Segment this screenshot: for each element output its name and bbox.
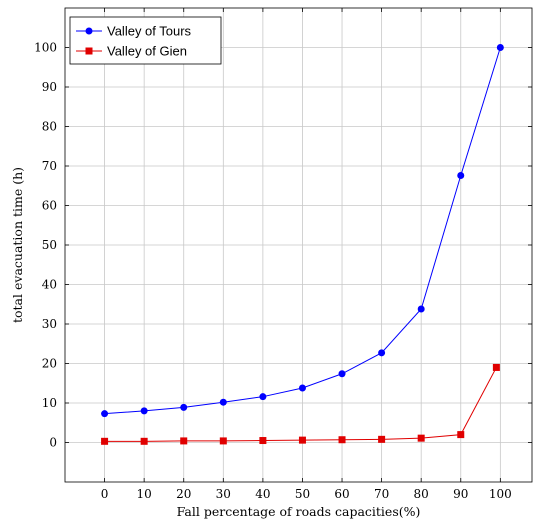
y-axis-title: total evacuation time (h) <box>10 167 25 323</box>
data-point <box>298 384 306 392</box>
y-tick-label: 20 <box>42 357 57 371</box>
x-tick-label: 70 <box>374 487 389 501</box>
legend-marker <box>85 27 93 35</box>
data-point <box>417 434 425 442</box>
data-point <box>457 431 465 439</box>
legend-marker <box>85 47 93 55</box>
series-valley-of-gien <box>101 363 500 445</box>
series <box>101 44 504 445</box>
y-tick-label: 40 <box>42 278 57 292</box>
x-tick-label: 40 <box>255 487 270 501</box>
data-point <box>101 410 109 418</box>
data-point <box>417 305 425 313</box>
data-point <box>101 437 109 445</box>
data-point <box>259 437 267 445</box>
x-tick-label: 10 <box>137 487 152 501</box>
y-tick-label: 50 <box>42 238 57 252</box>
y-tick-label: 60 <box>42 199 57 213</box>
y-tick-label: 10 <box>42 396 57 410</box>
grid <box>65 8 532 482</box>
legend-label: Valley of Tours <box>107 24 192 39</box>
x-tick-label: 50 <box>295 487 310 501</box>
series-valley-of-tours <box>101 44 504 418</box>
x-tick-label: 60 <box>334 487 349 501</box>
x-tick-label: 0 <box>101 487 109 501</box>
legend-item: Valley of Tours <box>76 24 192 39</box>
data-point <box>378 349 386 357</box>
x-tick-label: 20 <box>176 487 191 501</box>
y-tick-label: 100 <box>34 41 57 55</box>
data-point <box>180 437 188 445</box>
data-point <box>298 436 306 444</box>
series-line <box>104 367 497 442</box>
x-axis-title: Fall percentage of roads capacities(%) <box>177 504 421 519</box>
x-tick-label: 80 <box>414 487 429 501</box>
data-point <box>219 398 227 406</box>
legend-item: Valley of Gien <box>76 44 187 59</box>
data-point <box>180 403 188 411</box>
y-tick-label: 70 <box>42 159 57 173</box>
legend: Valley of Tours Valley of Gien <box>69 16 222 65</box>
legend-box <box>69 16 222 65</box>
data-point <box>496 44 504 51</box>
x-tick-label: 30 <box>216 487 231 501</box>
data-point <box>259 393 267 401</box>
data-point <box>140 407 148 415</box>
x-tick-label: 100 <box>489 487 512 501</box>
ticks: 0 10 20 30 40 50 60 70 80 90 100 0 10 20 30 40 50 60 70 80 9… <box>34 8 532 501</box>
data-point <box>457 171 465 179</box>
y-tick-label: 80 <box>42 120 57 134</box>
data-point <box>140 437 148 445</box>
x-tick-label: 90 <box>453 487 468 501</box>
data-point <box>492 363 500 371</box>
y-tick-label: 0 <box>49 436 57 450</box>
y-tick-label: 30 <box>42 317 57 331</box>
data-point <box>338 436 346 444</box>
y-tick-label: 90 <box>42 80 57 94</box>
data-point <box>219 437 227 445</box>
legend-label: Valley of Gien <box>107 44 187 59</box>
data-point <box>378 435 386 443</box>
data-point <box>338 370 346 378</box>
